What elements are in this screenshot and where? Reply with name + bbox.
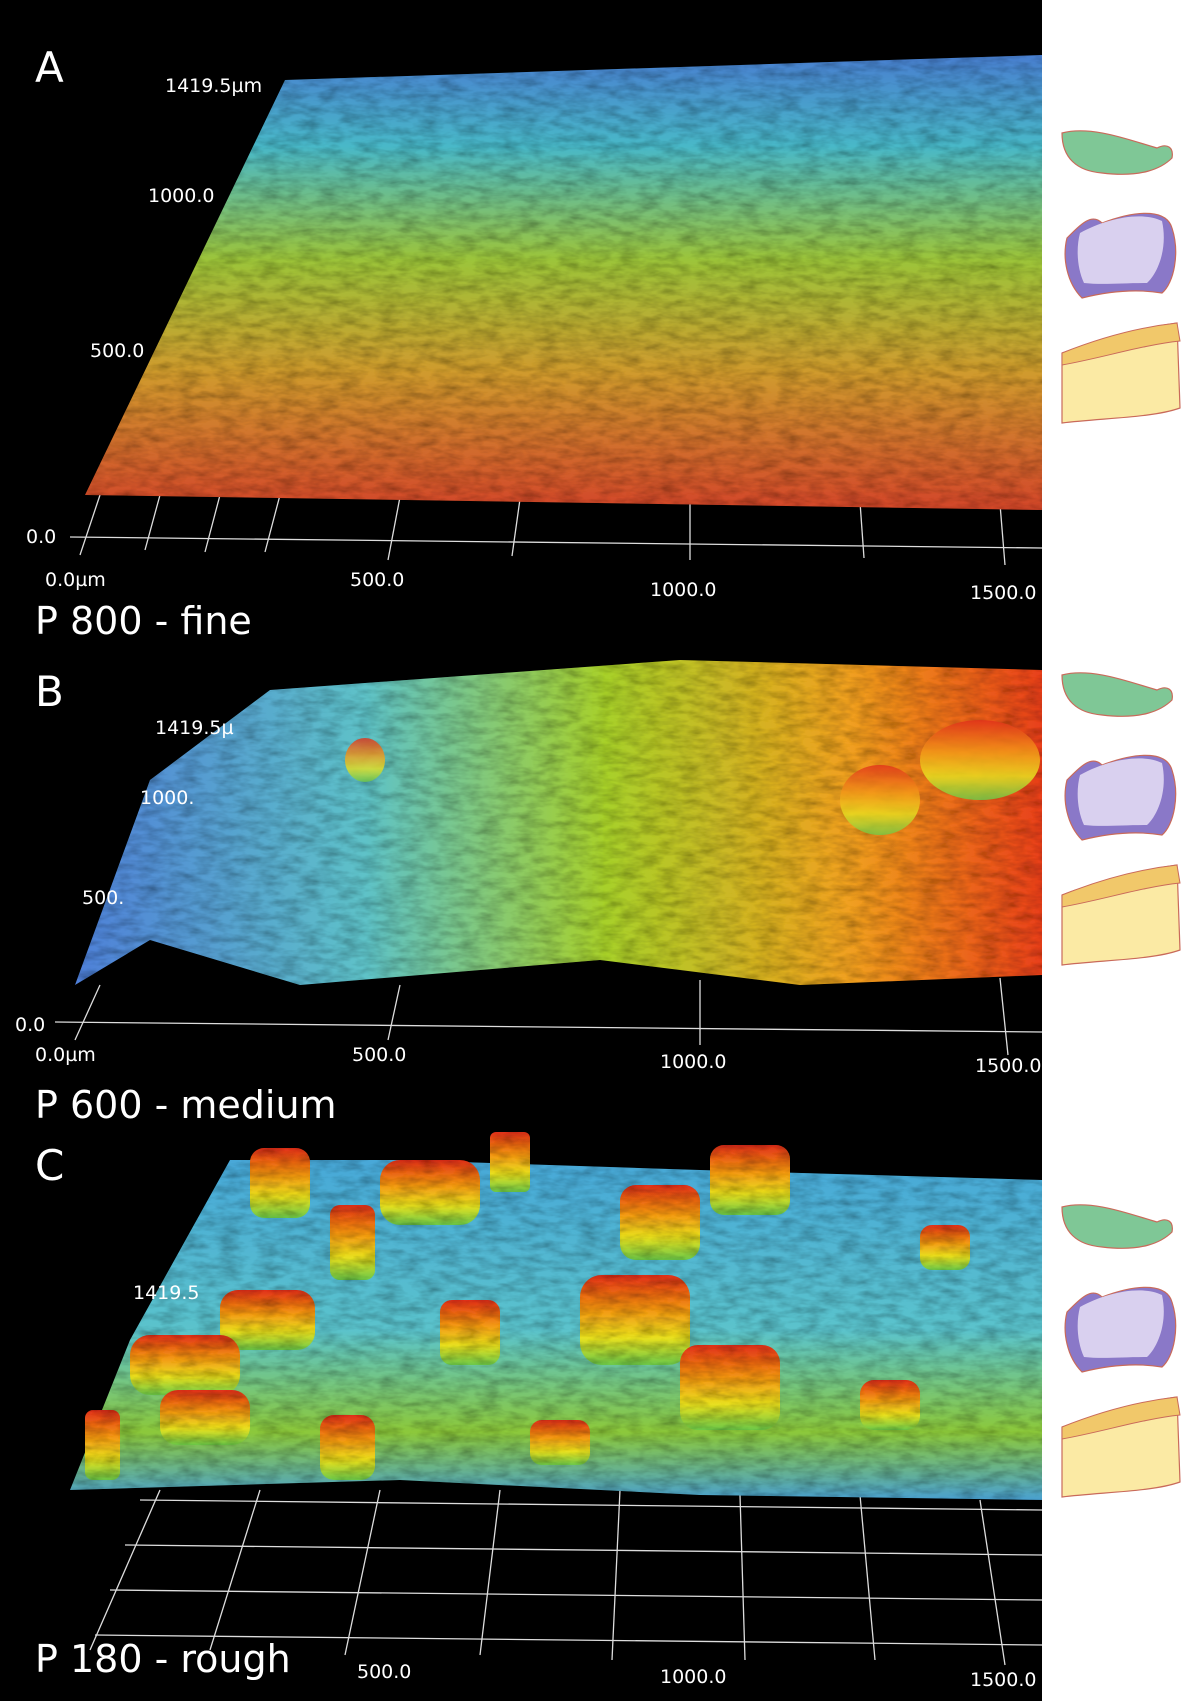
surface-peak bbox=[920, 720, 1040, 800]
y-axis-label: 1000.0 bbox=[148, 185, 214, 207]
x-axis-label: 1000.0 bbox=[660, 1051, 726, 1073]
tooth-icons bbox=[1062, 131, 1180, 423]
panel-letter: B bbox=[35, 667, 64, 716]
panel-letter: C bbox=[35, 1141, 64, 1190]
x-axis-label: 1000.0 bbox=[660, 1666, 726, 1688]
y-axis-label: 500.0 bbox=[90, 340, 144, 362]
figure: A 1419.5µm 1000.0 500.0 0.0 0.0µm 500.0 … bbox=[0, 0, 1195, 1701]
y-axis-label: 1000. bbox=[140, 787, 194, 809]
y-axis-label: 1419.5 bbox=[133, 1282, 199, 1304]
y-axis-label: 500. bbox=[82, 887, 124, 909]
y-axis-label: 0.0 bbox=[15, 1014, 45, 1036]
tooth-icons bbox=[1062, 673, 1180, 965]
y-axis-label: 1419.5µm bbox=[165, 75, 262, 97]
panel-caption: P 600 - medium bbox=[35, 1083, 337, 1127]
x-axis-label: 500.0 bbox=[350, 569, 404, 591]
x-axis-label: 500.0 bbox=[357, 1661, 411, 1683]
panel-caption: P 180 - rough bbox=[35, 1637, 291, 1681]
y-axis-label: 0.0 bbox=[26, 526, 56, 548]
surface-peak bbox=[840, 765, 920, 835]
x-axis-label: 1500.0 bbox=[970, 1669, 1036, 1691]
tooth-icons bbox=[1062, 1205, 1180, 1497]
panel-letter: A bbox=[35, 43, 64, 92]
x-axis-label: 0.0µm bbox=[45, 569, 106, 591]
x-axis-label: 1500.0 bbox=[975, 1055, 1041, 1077]
x-axis-label: 1500.0 bbox=[970, 582, 1036, 604]
surface-peak bbox=[345, 738, 385, 782]
x-axis-label: 1000.0 bbox=[650, 579, 716, 601]
x-axis-label: 0.0µm bbox=[35, 1044, 96, 1066]
y-axis-label: 1419.5µ bbox=[155, 717, 234, 739]
x-axis-label: 500.0 bbox=[352, 1044, 406, 1066]
panel-caption: P 800 - fine bbox=[35, 599, 252, 643]
